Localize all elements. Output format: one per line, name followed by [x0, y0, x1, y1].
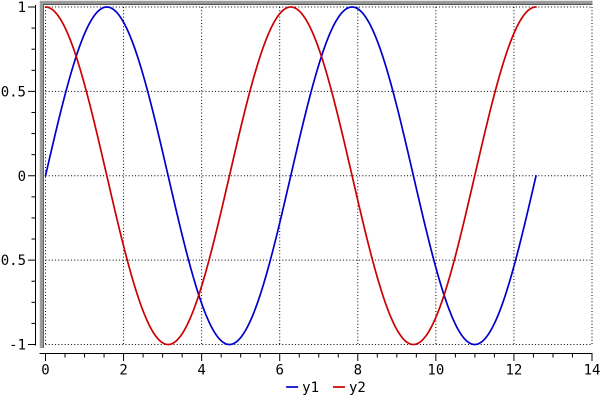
- x-axis: [39, 353, 593, 361]
- y-tick-label: -0.5: [0, 253, 26, 269]
- x-tick-label: 0: [41, 363, 49, 379]
- y-tick-label: 0.5: [1, 84, 26, 100]
- y-axis: [28, 5, 36, 346]
- legend-label-y1: y1: [302, 380, 319, 396]
- y-tick-label: 1: [18, 0, 26, 16]
- legend-entry-y2: y2: [333, 380, 366, 396]
- legend: y1 y2: [286, 380, 366, 396]
- x-tick-label: 8: [354, 363, 362, 379]
- series-y1-line: [44, 6, 537, 346]
- frame-outer-edge: [39, 0, 593, 348]
- series-y2-line: [44, 6, 537, 346]
- y-tick-labels: -1 -0.5 0 0.5 1: [0, 0, 26, 354]
- x-tick-label: 10: [427, 363, 444, 379]
- x-tick-label: 14: [584, 363, 600, 379]
- legend-label-y2: y2: [349, 380, 366, 396]
- plot-frame: [39, 0, 593, 348]
- x-tick-label: 2: [119, 363, 127, 379]
- legend-entry-y1: y1: [286, 380, 319, 396]
- x-tick-label: 12: [505, 363, 522, 379]
- frame-inner-edge: [42, 3, 593, 348]
- y-tick-label: -1: [9, 338, 26, 354]
- x-tick-label: 6: [275, 363, 283, 379]
- x-tick-label: 4: [197, 363, 205, 379]
- x-tick-labels: 0 2 4 6 8 10 12 14: [41, 363, 600, 379]
- y-tick-label: 0: [18, 169, 26, 185]
